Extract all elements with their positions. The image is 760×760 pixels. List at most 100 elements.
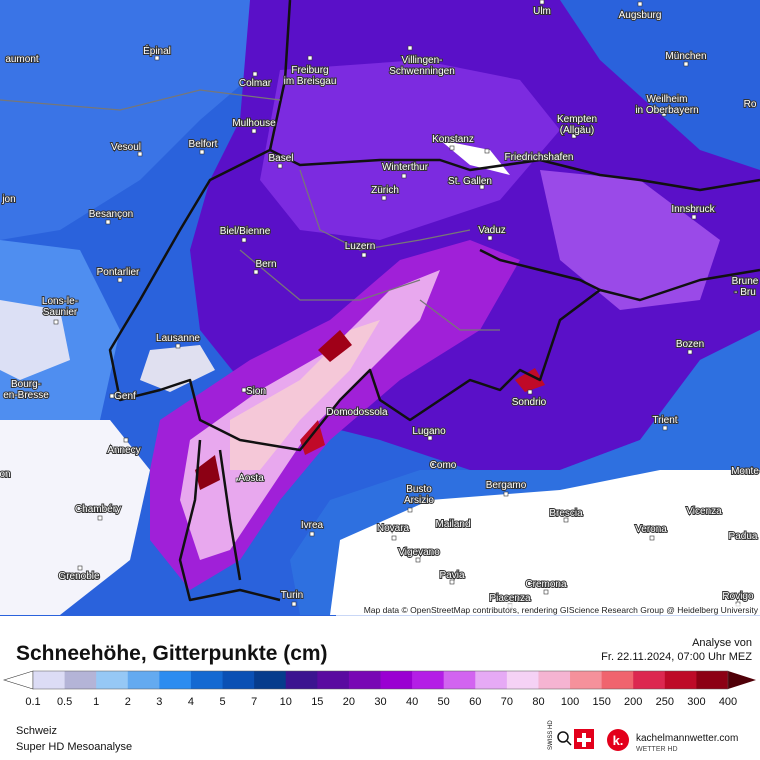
city-label: Turin [281,590,303,601]
legend-swatch [285,671,318,689]
city-label: Aosta [238,473,264,484]
legend-tick-label: 30 [374,696,386,708]
city-label: Bourg- [11,379,41,390]
city-dot [361,252,367,258]
city-label: Freiburg [291,65,328,76]
city-dot [527,389,533,395]
legend-tick-label: 100 [561,696,579,708]
city-label: Lons-le- [42,296,78,307]
analysis-time: Fr. 22.11.2024, 07:00 Uhr MEZ [601,651,752,663]
city-label: Ivrea [301,520,324,531]
snow-area [0,420,150,615]
city-dot [251,128,257,134]
city-dot [563,517,569,523]
city-dot [137,151,143,157]
legend-tick-label: 10 [280,696,292,708]
city-label: Annecy [107,445,140,456]
city-label: Vesoul [111,142,141,153]
legend-tick-label: 4 [188,696,194,708]
legend-panel: Schneehöhe, Gitterpunkte (cm) Analyse vo… [2,637,756,753]
city-dot [543,589,549,595]
canton-border [0,89,500,331]
legend-high [728,671,756,689]
snow-area [180,270,440,560]
city-dot [199,149,205,155]
city-dot [503,491,509,497]
city-label: Novara [377,523,410,534]
city-label: Épinal [143,44,171,57]
legend-swatch [633,671,666,689]
city-dot [117,277,123,283]
cities: Ulm Augsburg Épinal aumont München Colmar Frei… [0,0,760,609]
legend-tick-label: 20 [343,696,355,708]
city-label: Innsbruck [671,204,715,215]
city-label: Schwenningen [389,66,455,77]
legend-swatch [412,671,445,689]
lake [140,345,215,392]
city-dot [715,507,721,513]
city-label: Sondrio [512,397,547,408]
city-dot [53,319,59,325]
city-dot [691,214,697,220]
legend-tick-label: 400 [719,696,737,708]
city-label: Vicenza [686,506,722,517]
legend-swatch [601,671,634,689]
city-dot [687,349,693,355]
border [108,0,760,602]
snow-area [0,0,300,240]
city-label: Chambéry [75,504,121,515]
city-label: Kempten [557,114,597,125]
map: Ulm Augsburg Épinal aumont München Colmar Frei… [0,0,760,616]
city-label: im Breisgau [284,76,337,87]
city-dot [571,133,577,139]
city-dot [235,477,241,483]
snow-area [300,420,325,455]
snow-area [260,60,560,240]
snow-area [230,320,380,470]
city-label: Friedrichshafen [505,152,574,163]
city-label: jon [1,194,15,205]
legend-swatch [64,671,97,689]
city-dot [429,461,435,467]
legend-swatch [570,671,603,689]
city-label: Monte [731,466,759,477]
city-label: Pontarlier [97,267,140,278]
city-dot [105,219,111,225]
city-label: (Allgäu) [560,125,594,136]
product: Super HD Mesoanalyse [16,741,132,753]
logo [607,729,629,751]
badge: SWISS HD [548,720,554,750]
snow-area [318,330,352,362]
city-dot [662,425,668,431]
snow-area [0,300,70,380]
snow-free-area [330,470,760,615]
legend-tick-label: 2 [125,696,131,708]
city-label: Luzern [345,241,376,252]
city-label: Colmar [239,78,272,89]
city-label: Sion [246,386,266,397]
city-label: Bozen [676,339,704,350]
city-dot [539,0,545,5]
logo-text: k. [613,733,624,748]
legend-swatch [538,671,571,689]
city-dot [154,55,160,61]
city-label: Cremona [525,579,567,590]
legend-swatch [475,671,508,689]
city-label: Saunier [43,307,78,318]
legend-tick-label: 15 [311,696,323,708]
snow-area [540,170,720,310]
city-dot [649,535,655,541]
legend-swatch [664,671,697,689]
city-label: Mulhouse [232,118,276,129]
snow-area [195,455,220,490]
legend: 0.1 0.5 1 2 3 4 5 7 10 15 20 30 40 50 60 70 80 100 150 200 2… [2,670,756,708]
city-dot [175,343,181,349]
city-dot [241,237,247,243]
legend-swatch [443,671,476,689]
city-dot [484,148,490,154]
legend-swatch [317,671,350,689]
city-label: Piacenza [489,593,531,604]
city-label: Bern [255,259,276,270]
city-label: Villingen- [402,55,443,66]
